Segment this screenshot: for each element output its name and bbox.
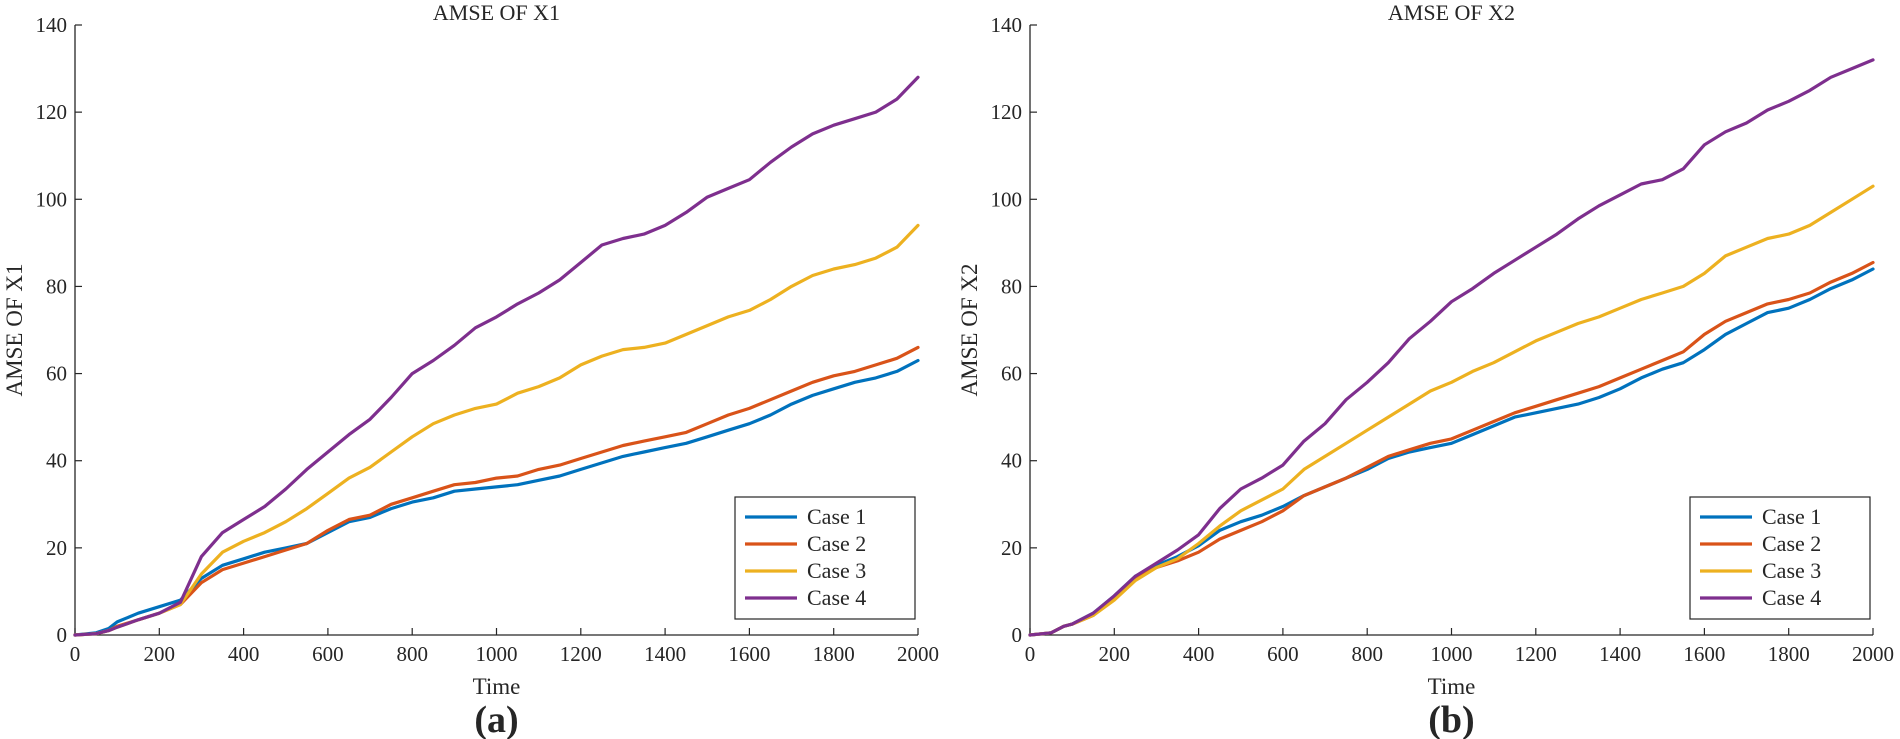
y-tick-label: 80 xyxy=(1001,274,1022,298)
y-tick-label: 20 xyxy=(1001,536,1022,560)
series-line-case-2 xyxy=(73,345,920,637)
legend-label: Case 2 xyxy=(807,531,866,556)
y-tick-label: 60 xyxy=(1001,362,1022,386)
series-line-case-3 xyxy=(1028,184,1875,637)
series-line-case-4 xyxy=(73,75,920,637)
x-tick-label: 2000 xyxy=(897,642,939,666)
y-tick-label: 80 xyxy=(46,274,67,298)
x-tick-label: 1000 xyxy=(1431,642,1473,666)
x-tick-label: 0 xyxy=(70,642,81,666)
y-tick-label: 140 xyxy=(36,13,68,37)
legend-label: Case 3 xyxy=(807,558,866,583)
y-tick-label: 40 xyxy=(46,449,67,473)
panel-label: (b) xyxy=(1428,699,1474,739)
panel-b: 0 200 400 600 800 1000 1200 1400 1600 1800 2000 0 20… xyxy=(957,0,1894,739)
x-tick-label: 600 xyxy=(312,642,344,666)
x-axis-title: Time xyxy=(473,674,521,699)
legend-label: Case 4 xyxy=(807,585,866,610)
x-tick-label: 400 xyxy=(228,642,260,666)
y-tick-label: 100 xyxy=(991,187,1023,211)
legend-label: Case 1 xyxy=(807,504,866,529)
x-tick-label: 400 xyxy=(1183,642,1215,666)
x-tick-label: 1600 xyxy=(728,642,770,666)
x-tick-label: 0 xyxy=(1025,642,1036,666)
series-line-case-4 xyxy=(1028,58,1875,637)
panel-label: (a) xyxy=(474,699,518,739)
x-tick-label: 2000 xyxy=(1852,642,1894,666)
legend-label: Case 3 xyxy=(1762,558,1821,583)
legend-label: Case 4 xyxy=(1762,585,1821,610)
y-tick-label: 140 xyxy=(991,13,1023,37)
x-tick-label: 600 xyxy=(1267,642,1299,666)
x-tick-label: 1200 xyxy=(1515,642,1557,666)
x-axis-title: Time xyxy=(1428,674,1476,699)
x-tick-label: 1000 xyxy=(476,642,518,666)
x-tick-label: 1400 xyxy=(644,642,686,666)
y-tick-label: 40 xyxy=(1001,449,1022,473)
y-tick-label: 120 xyxy=(991,100,1023,124)
y-axis-title: AMSE OF X1 xyxy=(2,264,27,397)
y-tick-label: 100 xyxy=(36,187,68,211)
series-line-case-1 xyxy=(73,358,920,637)
chart-title: AMSE OF X1 xyxy=(433,0,560,25)
y-tick-label: 0 xyxy=(1012,623,1023,647)
x-tick-label: 1200 xyxy=(560,642,602,666)
x-tick-label: 1800 xyxy=(813,642,855,666)
y-tick-label: 120 xyxy=(36,100,68,124)
x-tick-label: 1600 xyxy=(1683,642,1725,666)
x-tick-label: 200 xyxy=(1099,642,1131,666)
x-tick-label: 1800 xyxy=(1768,642,1810,666)
x-tick-label: 800 xyxy=(396,642,428,666)
y-tick-label: 0 xyxy=(57,623,68,647)
y-axis-title: AMSE OF X2 xyxy=(957,264,982,397)
legend-label: Case 1 xyxy=(1762,504,1821,529)
legend-label: Case 2 xyxy=(1762,531,1821,556)
series-line-case-3 xyxy=(73,223,920,637)
panel-a: 0 200 400 600 800 1000 1200 1400 1600 1800 2000 0 20… xyxy=(2,0,939,739)
chart-title: AMSE OF X2 xyxy=(1388,0,1515,25)
y-tick-label: 20 xyxy=(46,536,67,560)
y-tick-label: 60 xyxy=(46,362,67,386)
x-tick-label: 1400 xyxy=(1599,642,1641,666)
x-tick-label: 200 xyxy=(144,642,176,666)
x-tick-label: 800 xyxy=(1351,642,1383,666)
